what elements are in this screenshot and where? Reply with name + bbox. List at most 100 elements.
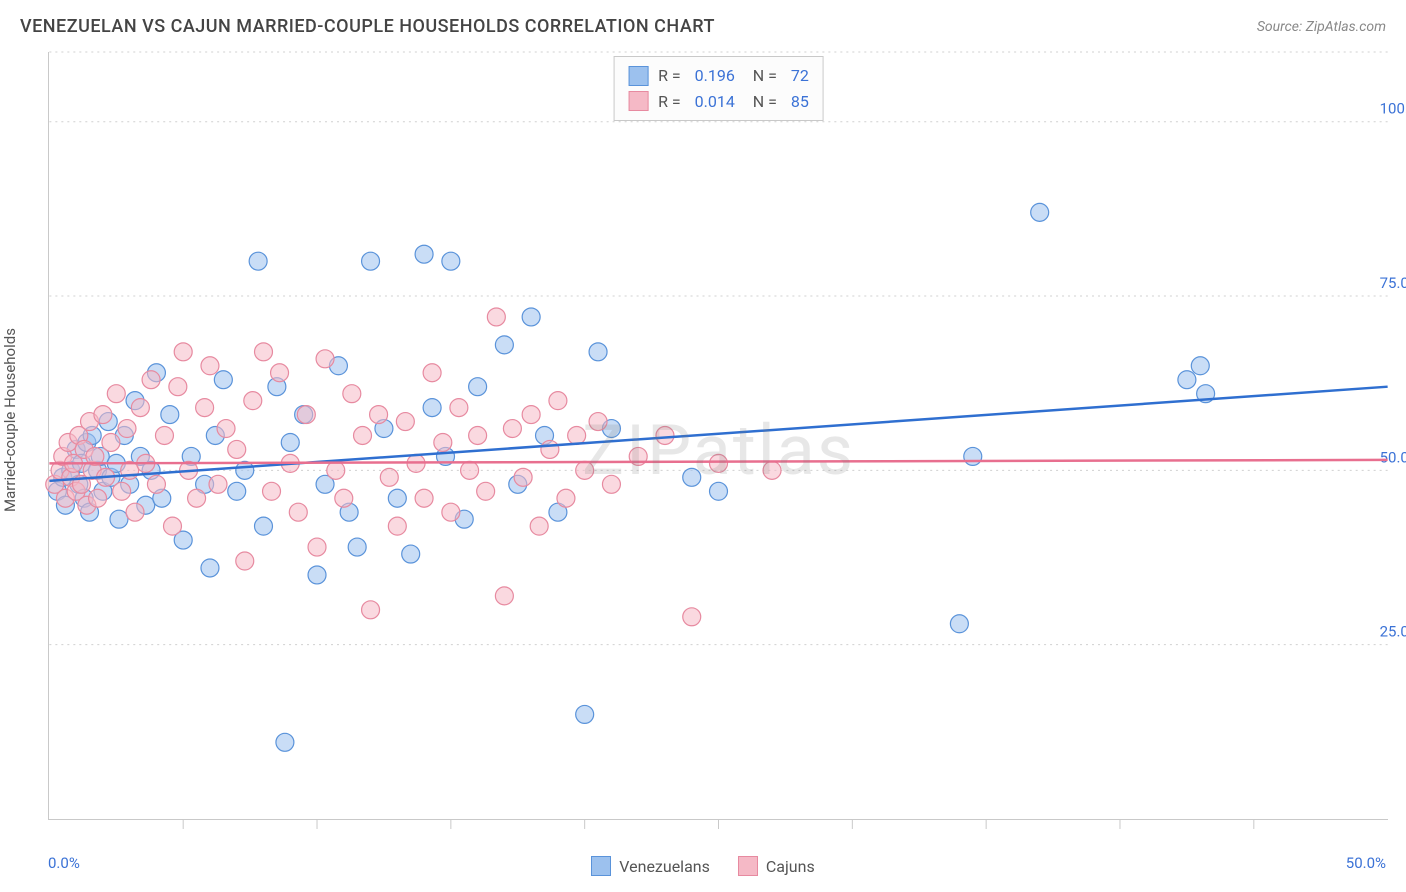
data-point — [308, 566, 326, 584]
data-point — [503, 420, 521, 438]
data-point — [362, 252, 380, 270]
data-point — [155, 427, 173, 445]
data-point — [316, 350, 334, 368]
legend-swatch — [628, 91, 648, 111]
data-point — [1031, 203, 1049, 221]
bottom-legend: Venezuelans Cajuns — [0, 856, 1406, 876]
data-point — [107, 385, 125, 403]
data-point — [255, 517, 273, 535]
data-point — [656, 427, 674, 445]
data-point — [276, 733, 294, 751]
stat-r-value: 0.014 — [695, 89, 735, 115]
chart-container: VENEZUELAN VS CAJUN MARRIED-COUPLE HOUSE… — [0, 0, 1406, 892]
data-point — [174, 343, 192, 361]
data-point — [683, 608, 701, 626]
data-point — [263, 482, 281, 500]
data-point — [354, 427, 372, 445]
data-point — [469, 378, 487, 396]
data-point — [236, 552, 254, 570]
legend-swatch — [738, 856, 758, 876]
header: VENEZUELAN VS CAJUN MARRIED-COUPLE HOUSE… — [0, 0, 1406, 45]
stat-r-label: R = — [658, 63, 685, 89]
data-point — [297, 406, 315, 424]
data-point — [228, 482, 246, 500]
data-point — [415, 489, 433, 507]
y-tick-label: 50.0% — [1380, 448, 1406, 466]
data-point — [201, 559, 219, 577]
y-tick-label: 25.0% — [1380, 623, 1406, 641]
data-point — [442, 503, 460, 521]
stat-n-label: N = — [745, 63, 781, 89]
data-point — [541, 440, 559, 458]
data-point — [442, 252, 460, 270]
data-point — [142, 371, 160, 389]
data-point — [434, 433, 452, 451]
data-point — [710, 482, 728, 500]
data-point — [423, 364, 441, 382]
data-point — [147, 475, 165, 493]
data-point — [249, 252, 267, 270]
data-point — [102, 433, 120, 451]
y-axis-label: Married-couple Households — [1, 328, 19, 512]
data-point — [589, 413, 607, 431]
data-point — [164, 517, 182, 535]
data-point — [522, 406, 540, 424]
legend-label: Cajuns — [766, 857, 815, 876]
stats-legend: R = 0.196 N = 72 R = 0.014 N = 85 — [613, 56, 824, 121]
data-point — [380, 468, 398, 486]
data-point — [964, 447, 982, 465]
data-point — [327, 461, 345, 479]
data-point — [244, 392, 262, 410]
data-point — [683, 468, 701, 486]
legend-item: Cajuns — [738, 856, 815, 876]
data-point — [289, 503, 307, 521]
legend-item: Venezuelans — [591, 856, 710, 876]
data-point — [1191, 357, 1209, 375]
data-point — [308, 538, 326, 556]
data-point — [94, 406, 112, 424]
data-point — [557, 489, 575, 507]
data-point — [763, 461, 781, 479]
data-point — [110, 510, 128, 528]
data-point — [388, 517, 406, 535]
data-point — [1178, 371, 1196, 389]
data-point — [495, 587, 513, 605]
data-point — [343, 385, 361, 403]
data-point — [214, 371, 232, 389]
y-tick-label: 75.0% — [1380, 274, 1406, 292]
data-point — [530, 517, 548, 535]
stat-r-label: R = — [658, 89, 685, 115]
data-point — [602, 475, 620, 493]
data-point — [126, 503, 144, 521]
data-point — [396, 413, 414, 431]
stats-row: R = 0.014 N = 85 — [628, 89, 809, 115]
data-point — [161, 406, 179, 424]
data-point — [415, 245, 433, 263]
data-point — [461, 461, 479, 479]
stats-row: R = 0.196 N = 72 — [628, 63, 809, 89]
data-point — [228, 440, 246, 458]
data-point — [196, 399, 214, 417]
data-point — [89, 489, 107, 507]
data-point — [335, 489, 353, 507]
data-point — [514, 468, 532, 486]
data-point — [281, 433, 299, 451]
data-point — [477, 482, 495, 500]
data-point — [568, 427, 586, 445]
source-label: Source: ZipAtlas.com — [1257, 19, 1386, 35]
y-tick-label: 100.0% — [1380, 100, 1406, 118]
data-point — [188, 489, 206, 507]
data-point — [576, 705, 594, 723]
scatter-svg: 25.0%50.0%75.0%100.0% — [49, 52, 1388, 819]
legend-label: Venezuelans — [619, 857, 710, 876]
data-point — [348, 538, 366, 556]
stat-r-value: 0.196 — [695, 63, 735, 89]
data-point — [131, 399, 149, 417]
data-point — [710, 454, 728, 472]
data-point — [950, 615, 968, 633]
data-point — [169, 378, 187, 396]
data-point — [450, 399, 468, 417]
data-point — [522, 308, 540, 326]
data-point — [209, 475, 227, 493]
data-point — [388, 489, 406, 507]
